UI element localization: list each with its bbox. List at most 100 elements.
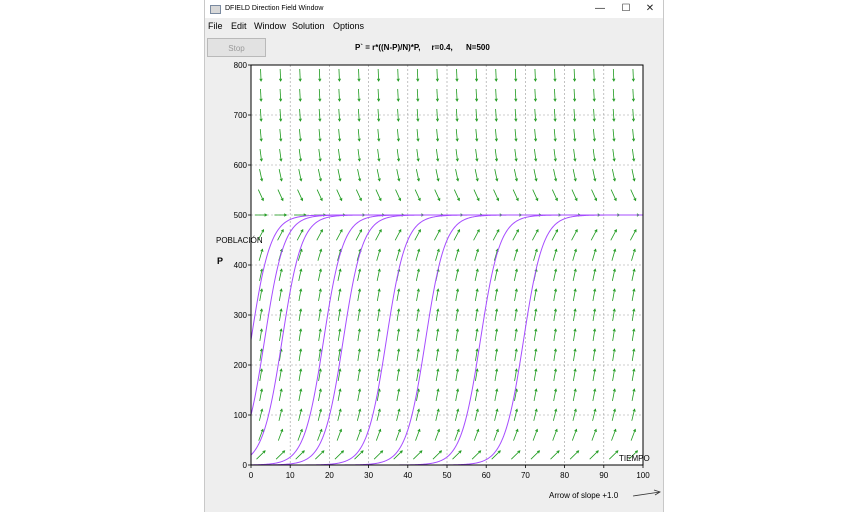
field-arrow-head: [534, 178, 538, 182]
field-arrow-head: [632, 388, 636, 392]
field-arrow-head: [261, 228, 265, 233]
maximize-button[interactable]: ☐: [621, 3, 631, 14]
field-arrow-head: [514, 408, 519, 412]
field-arrow-head: [416, 368, 420, 372]
field-arrow: [474, 409, 479, 421]
field-arrow-head: [612, 308, 616, 312]
field-arrow: [514, 108, 517, 122]
field-arrow: [337, 249, 342, 261]
field-arrow-head: [318, 78, 322, 82]
field-arrow-head: [416, 158, 420, 162]
field-arrow-head: [318, 178, 322, 182]
menu-file[interactable]: File: [208, 21, 223, 31]
field-arrow-head: [397, 288, 401, 292]
field-arrow: [553, 148, 556, 162]
field-arrow: [299, 128, 301, 142]
field-arrow: [495, 88, 497, 102]
field-arrow: [590, 229, 598, 241]
field-arrow: [395, 429, 401, 441]
field-arrow: [396, 369, 400, 381]
field-arrow: [298, 389, 302, 401]
menu-window[interactable]: Window: [254, 21, 287, 31]
field-arrow-head: [377, 178, 381, 182]
field-arrow-head: [338, 268, 342, 272]
field-arrow-head: [377, 248, 382, 252]
field-arrow: [259, 148, 262, 162]
field-arrow-head: [633, 428, 637, 433]
field-arrow-head: [398, 228, 402, 233]
field-arrow: [612, 349, 615, 361]
field-arrow: [534, 68, 536, 82]
field-arrow-head: [318, 98, 322, 102]
field-arrow-head: [259, 388, 264, 392]
field-arrow-head: [299, 288, 303, 292]
field-arrow-head: [279, 158, 283, 162]
field-arrow: [514, 369, 518, 381]
field-arrow-head: [397, 308, 401, 312]
field-arrow: [397, 108, 399, 122]
field-arrow: [337, 169, 341, 181]
field-arrow-head: [437, 228, 441, 233]
field-arrow: [554, 88, 556, 102]
field-arrow-head: [357, 308, 362, 312]
menu-solution[interactable]: Solution: [292, 21, 325, 31]
field-arrow-head: [436, 388, 440, 392]
field-arrow-head: [338, 308, 342, 312]
field-arrow-head: [455, 78, 459, 82]
field-arrow-head: [573, 308, 577, 312]
field-arrow: [572, 389, 576, 401]
title-bar[interactable]: DFIELD Direction Field Window — ☐ ✕: [205, 0, 663, 18]
field-arrow-head: [279, 118, 283, 122]
field-arrow: [357, 329, 361, 341]
field-arrow: [553, 108, 556, 122]
minimize-button[interactable]: —: [595, 3, 605, 14]
field-arrow: [434, 429, 440, 441]
field-arrow: [455, 309, 459, 321]
field-arrow-head: [377, 348, 381, 352]
field-arrow: [533, 169, 537, 181]
field-arrow-head: [318, 158, 322, 162]
field-arrow-head: [514, 328, 518, 332]
field-arrow-head: [338, 348, 342, 352]
direction-field-plot[interactable]: 0 10 20 30 40 50 60 70 80 90 100 0 100 200 300 400 500 60…: [205, 0, 663, 512]
field-arrow-head: [337, 138, 342, 142]
field-arrow-head: [556, 450, 560, 454]
field-arrow: [554, 68, 556, 82]
field-arrow: [630, 429, 636, 441]
field-arrow-head: [260, 178, 264, 182]
x-tick-label: 70: [521, 471, 530, 480]
field-arrow-head: [260, 428, 264, 433]
field-arrow-head: [633, 228, 637, 233]
field-arrow: [494, 329, 498, 341]
field-arrow: [593, 108, 595, 122]
field-arrow-head: [279, 328, 283, 332]
field-arrow-head: [495, 268, 499, 272]
field-arrow-head: [496, 228, 500, 233]
field-arrow-head: [299, 348, 303, 352]
field-arrow-head: [457, 228, 461, 233]
menu-edit[interactable]: Edit: [231, 21, 247, 31]
field-arrow: [415, 269, 420, 281]
field-arrow: [298, 369, 302, 381]
field-arrow-head: [612, 178, 616, 182]
field-arrow: [611, 249, 616, 261]
field-arrow-head: [262, 450, 266, 454]
field-arrow: [337, 329, 341, 341]
field-arrow: [435, 329, 439, 341]
field-arrow: [318, 369, 322, 381]
menu-options[interactable]: Options: [333, 21, 365, 31]
field-arrow: [474, 249, 479, 261]
field-arrow-head: [338, 178, 342, 182]
field-arrow: [455, 269, 459, 281]
stop-button[interactable]: Stop: [207, 38, 266, 57]
field-arrow-head: [475, 288, 479, 292]
field-arrow-head: [298, 138, 302, 142]
close-button[interactable]: ✕: [645, 3, 655, 14]
field-arrow: [494, 389, 498, 401]
field-arrow-head: [475, 98, 479, 102]
field-arrow-head: [632, 268, 636, 272]
field-arrow: [631, 249, 636, 261]
field-arrow: [475, 349, 478, 361]
field-arrow-head: [574, 228, 578, 233]
field-arrow: [318, 68, 321, 82]
